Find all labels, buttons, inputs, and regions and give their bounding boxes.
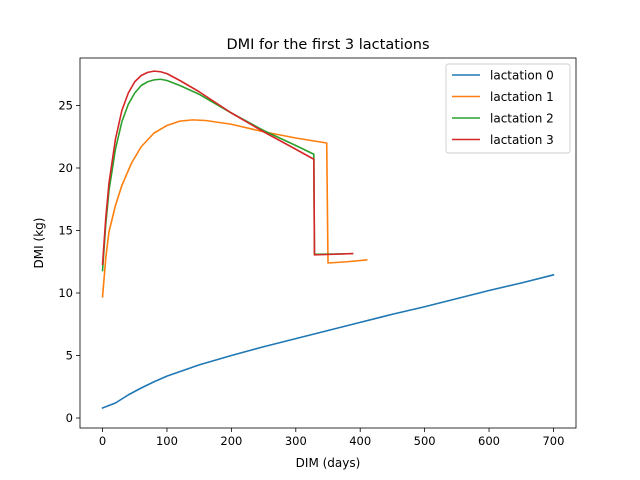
y-tick-label: 0 — [66, 411, 73, 425]
y-tick-label: 5 — [66, 349, 73, 363]
x-tick-label: 600 — [478, 434, 500, 448]
chart-title: DMI for the first 3 lactations — [226, 37, 429, 53]
y-tick-label: 20 — [58, 161, 73, 175]
series-line-3 — [101, 70, 354, 266]
series-line-1 — [101, 119, 368, 298]
y-axis-label: DMI (kg) — [32, 218, 46, 269]
axes-layer: 0 100 200 300 400 500 600 700 0 5 10 15 20 25 — [58, 57, 577, 448]
legend-label-2: lactation 2 — [490, 112, 554, 126]
legend-label-0: lactation 0 — [490, 69, 554, 83]
legend-label-3: lactation 3 — [490, 133, 554, 147]
series-layer — [101, 70, 555, 410]
series-line-0 — [101, 273, 555, 410]
x-tick-label: 200 — [220, 434, 242, 448]
y-tick-label: 15 — [58, 224, 73, 238]
x-tick-label: 100 — [156, 434, 178, 448]
y-tick-label: 10 — [58, 286, 73, 300]
legend-label-1: lactation 1 — [490, 90, 554, 104]
x-tick-label: 400 — [349, 434, 371, 448]
legend: lactation 0 lactation 1 lactation 2 lactati… — [445, 63, 571, 154]
x-tick-label: 300 — [285, 434, 307, 448]
x-axis-label: DIM (days) — [296, 456, 361, 470]
x-tick-label: 0 — [99, 434, 106, 448]
legend-box — [445, 63, 571, 154]
x-tick-label: 700 — [542, 434, 564, 448]
series-line-2 — [101, 78, 354, 272]
x-tick-label: 500 — [414, 434, 436, 448]
axes-frame — [79, 57, 577, 429]
y-tick-label: 25 — [58, 99, 73, 113]
